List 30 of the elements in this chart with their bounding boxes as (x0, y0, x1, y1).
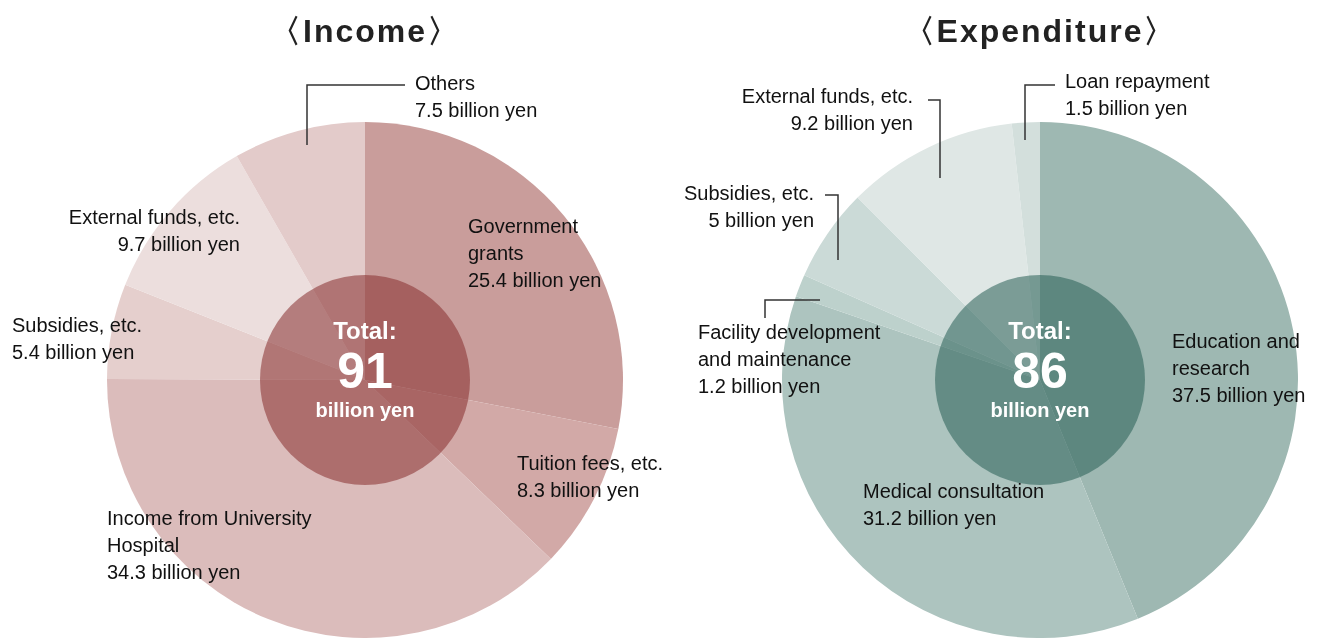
slice-label: Facility development and maintenance (698, 320, 882, 372)
slice-label: Loan repayment (1065, 69, 1211, 94)
data-label: 9.2 billion yen (789, 111, 913, 136)
data-label: 8.3 billion yen (517, 478, 641, 503)
slice-label: Medical consultation (863, 479, 1046, 504)
data-label: 5.4 billion yen (12, 340, 136, 365)
data-label: 25.4 billion yen (468, 268, 603, 293)
text: 86 (1011, 343, 1069, 400)
slice-label: Tuition fees, etc. (517, 451, 664, 476)
slice-label: Subsidies, etc. (12, 313, 144, 338)
data-label: 34.3 billion yen (107, 560, 242, 585)
text: billion yen (314, 399, 416, 422)
slice-label: External funds, etc. (67, 205, 240, 230)
data-label: 31.2 billion yen (863, 506, 998, 531)
text: Total: (332, 317, 398, 345)
data-label: 5 billion yen (707, 208, 814, 233)
data-label: 1.2 billion yen (698, 374, 822, 399)
chart-title: 〈Income〉 (268, 12, 462, 51)
slice-label: Subsidies, etc. (682, 181, 814, 206)
text: Total: (1007, 317, 1073, 345)
text: 91 (336, 343, 394, 400)
data-label: 7.5 billion yen (415, 98, 539, 123)
data-label: 1.5 billion yen (1065, 96, 1189, 121)
text: billion yen (989, 399, 1091, 422)
slice-label: Government grants (468, 214, 580, 266)
slice-label: Income from University Hospital (107, 506, 313, 558)
slice-label: External funds, etc. (740, 84, 913, 109)
chart-title: 〈Expenditure〉 (901, 12, 1179, 51)
data-label: 9.7 billion yen (116, 232, 240, 257)
slice-label: Others (415, 71, 477, 96)
